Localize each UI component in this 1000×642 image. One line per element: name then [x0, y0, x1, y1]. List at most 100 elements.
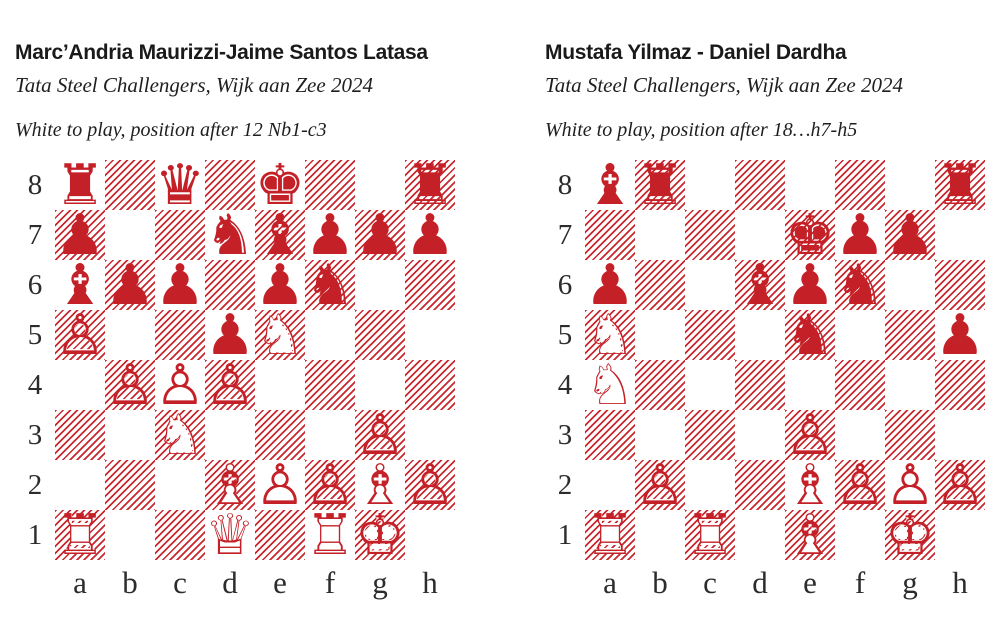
square-a1: ♜ ♖ [54, 502, 106, 568]
white-rook-icon: ♖ [304, 502, 356, 568]
white-pawn-icon-backing: ♙ [836, 454, 884, 516]
white-knight-icon-backing: ♞ [586, 354, 634, 416]
white-pawn-icon-backing: ♙ [256, 454, 304, 516]
black-knight-icon: ♞ [784, 302, 836, 368]
square-b6: ♟ [105, 253, 155, 318]
file-label: c [173, 565, 187, 600]
square-f8 [835, 160, 885, 210]
square-d1 [735, 510, 785, 560]
square-g7: ♟ [355, 203, 405, 268]
square-f6: ♞ [304, 252, 356, 318]
square-e4 [255, 360, 305, 410]
white-pawn-icon-backing: ♙ [936, 454, 984, 516]
square-h4 [935, 360, 985, 410]
square-b1 [635, 510, 685, 560]
black-queen-icon: ♛ [154, 152, 206, 218]
square-d1: ♛ ♕ [205, 503, 255, 568]
file-label: g [372, 565, 388, 600]
black-bishop-icon: ♝ [254, 202, 306, 268]
square-f2: ♙ ♙ [304, 452, 356, 518]
square-g2: ♙ ♙ [885, 453, 935, 518]
square-f1: ♜ ♖ [304, 502, 356, 568]
square-d3 [205, 410, 255, 460]
square-c3 [685, 410, 735, 460]
rank-label: 6 [557, 268, 573, 301]
white-pawn-icon: ♙ [304, 452, 356, 518]
square-a6: ♝ [55, 253, 105, 318]
black-bishop-icon: ♝ [584, 152, 636, 218]
square-d8 [205, 160, 255, 210]
square-c6 [685, 260, 735, 310]
rank-label: 2 [27, 468, 43, 501]
white-pawn-icon-backing: ♙ [206, 354, 254, 416]
file-label: b [652, 565, 668, 600]
file-label: d [752, 565, 768, 600]
white-pawn-icon: ♙ [204, 352, 256, 418]
diagram-left: Marc’Andria Maurizzi-Jaime Santos Latasa… [15, 0, 455, 604]
rank-labels: 8 7 6 5 4 3 2 1 [545, 160, 585, 560]
rank-label: 8 [557, 168, 573, 201]
file-label: h [422, 565, 438, 600]
white-rook-icon-backing: ♜ [56, 504, 104, 566]
white-queen-icon-backing: ♛ [206, 504, 254, 566]
square-c5 [155, 310, 205, 360]
square-f4 [835, 360, 885, 410]
square-c8: ♛ [154, 152, 206, 218]
rank-label: 4 [557, 368, 573, 401]
square-c6: ♟ [155, 253, 205, 318]
square-g7: ♟ [884, 202, 936, 268]
square-h6 [935, 260, 985, 310]
square-c5 [685, 310, 735, 360]
rank-label: 1 [557, 518, 573, 551]
square-e4 [785, 360, 835, 410]
black-pawn-icon: ♟ [304, 202, 356, 268]
white-pawn-icon-backing: ♙ [306, 454, 354, 516]
square-b1 [105, 510, 155, 560]
square-d2 [735, 460, 785, 510]
event-line: Tata Steel Challengers, Wijk aan Zee 202… [15, 73, 373, 97]
black-knight-icon: ♞ [304, 252, 356, 318]
black-pawn-icon: ♟ [54, 202, 106, 268]
square-d4 [735, 360, 785, 410]
square-h5 [405, 310, 455, 360]
square-d7: ♞ [205, 203, 255, 268]
square-g4 [355, 360, 405, 410]
square-d8 [735, 160, 785, 210]
square-g5 [355, 310, 405, 360]
rank-label: 4 [27, 368, 43, 401]
square-a8: ♝ [584, 152, 636, 218]
square-b8: ♜ [635, 153, 685, 218]
black-rook-icon: ♜ [54, 152, 106, 218]
white-pawn-icon-backing: ♙ [156, 354, 204, 416]
square-a1: ♜ ♖ [585, 503, 635, 568]
square-a5: ♙ ♙ [55, 303, 105, 368]
rank-label: 6 [27, 268, 43, 301]
square-e1 [255, 510, 305, 560]
black-rook-icon: ♜ [934, 152, 986, 218]
square-f3 [305, 410, 355, 460]
square-h7 [935, 210, 985, 260]
white-king-icon-backing: ♚ [356, 504, 404, 566]
square-b5 [105, 310, 155, 360]
square-a2 [55, 460, 105, 510]
square-e3 [255, 410, 305, 460]
square-a4: ♞ ♘ [585, 353, 635, 418]
square-b3 [635, 410, 685, 460]
square-h5: ♟ [935, 303, 985, 368]
black-pawn-icon: ♟ [884, 202, 936, 268]
square-e1: ♝ ♗ [785, 503, 835, 568]
white-pawn-icon-backing: ♙ [636, 454, 684, 516]
square-h3 [405, 410, 455, 460]
white-pawn-icon-backing: ♙ [786, 404, 834, 466]
white-rook-icon: ♖ [54, 502, 106, 568]
white-knight-icon-backing: ♞ [156, 404, 204, 466]
square-h7: ♟ [405, 203, 455, 268]
white-pawn-icon: ♙ [934, 452, 986, 518]
square-h2: ♙ ♙ [405, 453, 455, 518]
white-rook-icon-backing: ♜ [586, 504, 634, 566]
square-c7 [155, 210, 205, 260]
square-c4 [685, 360, 735, 410]
